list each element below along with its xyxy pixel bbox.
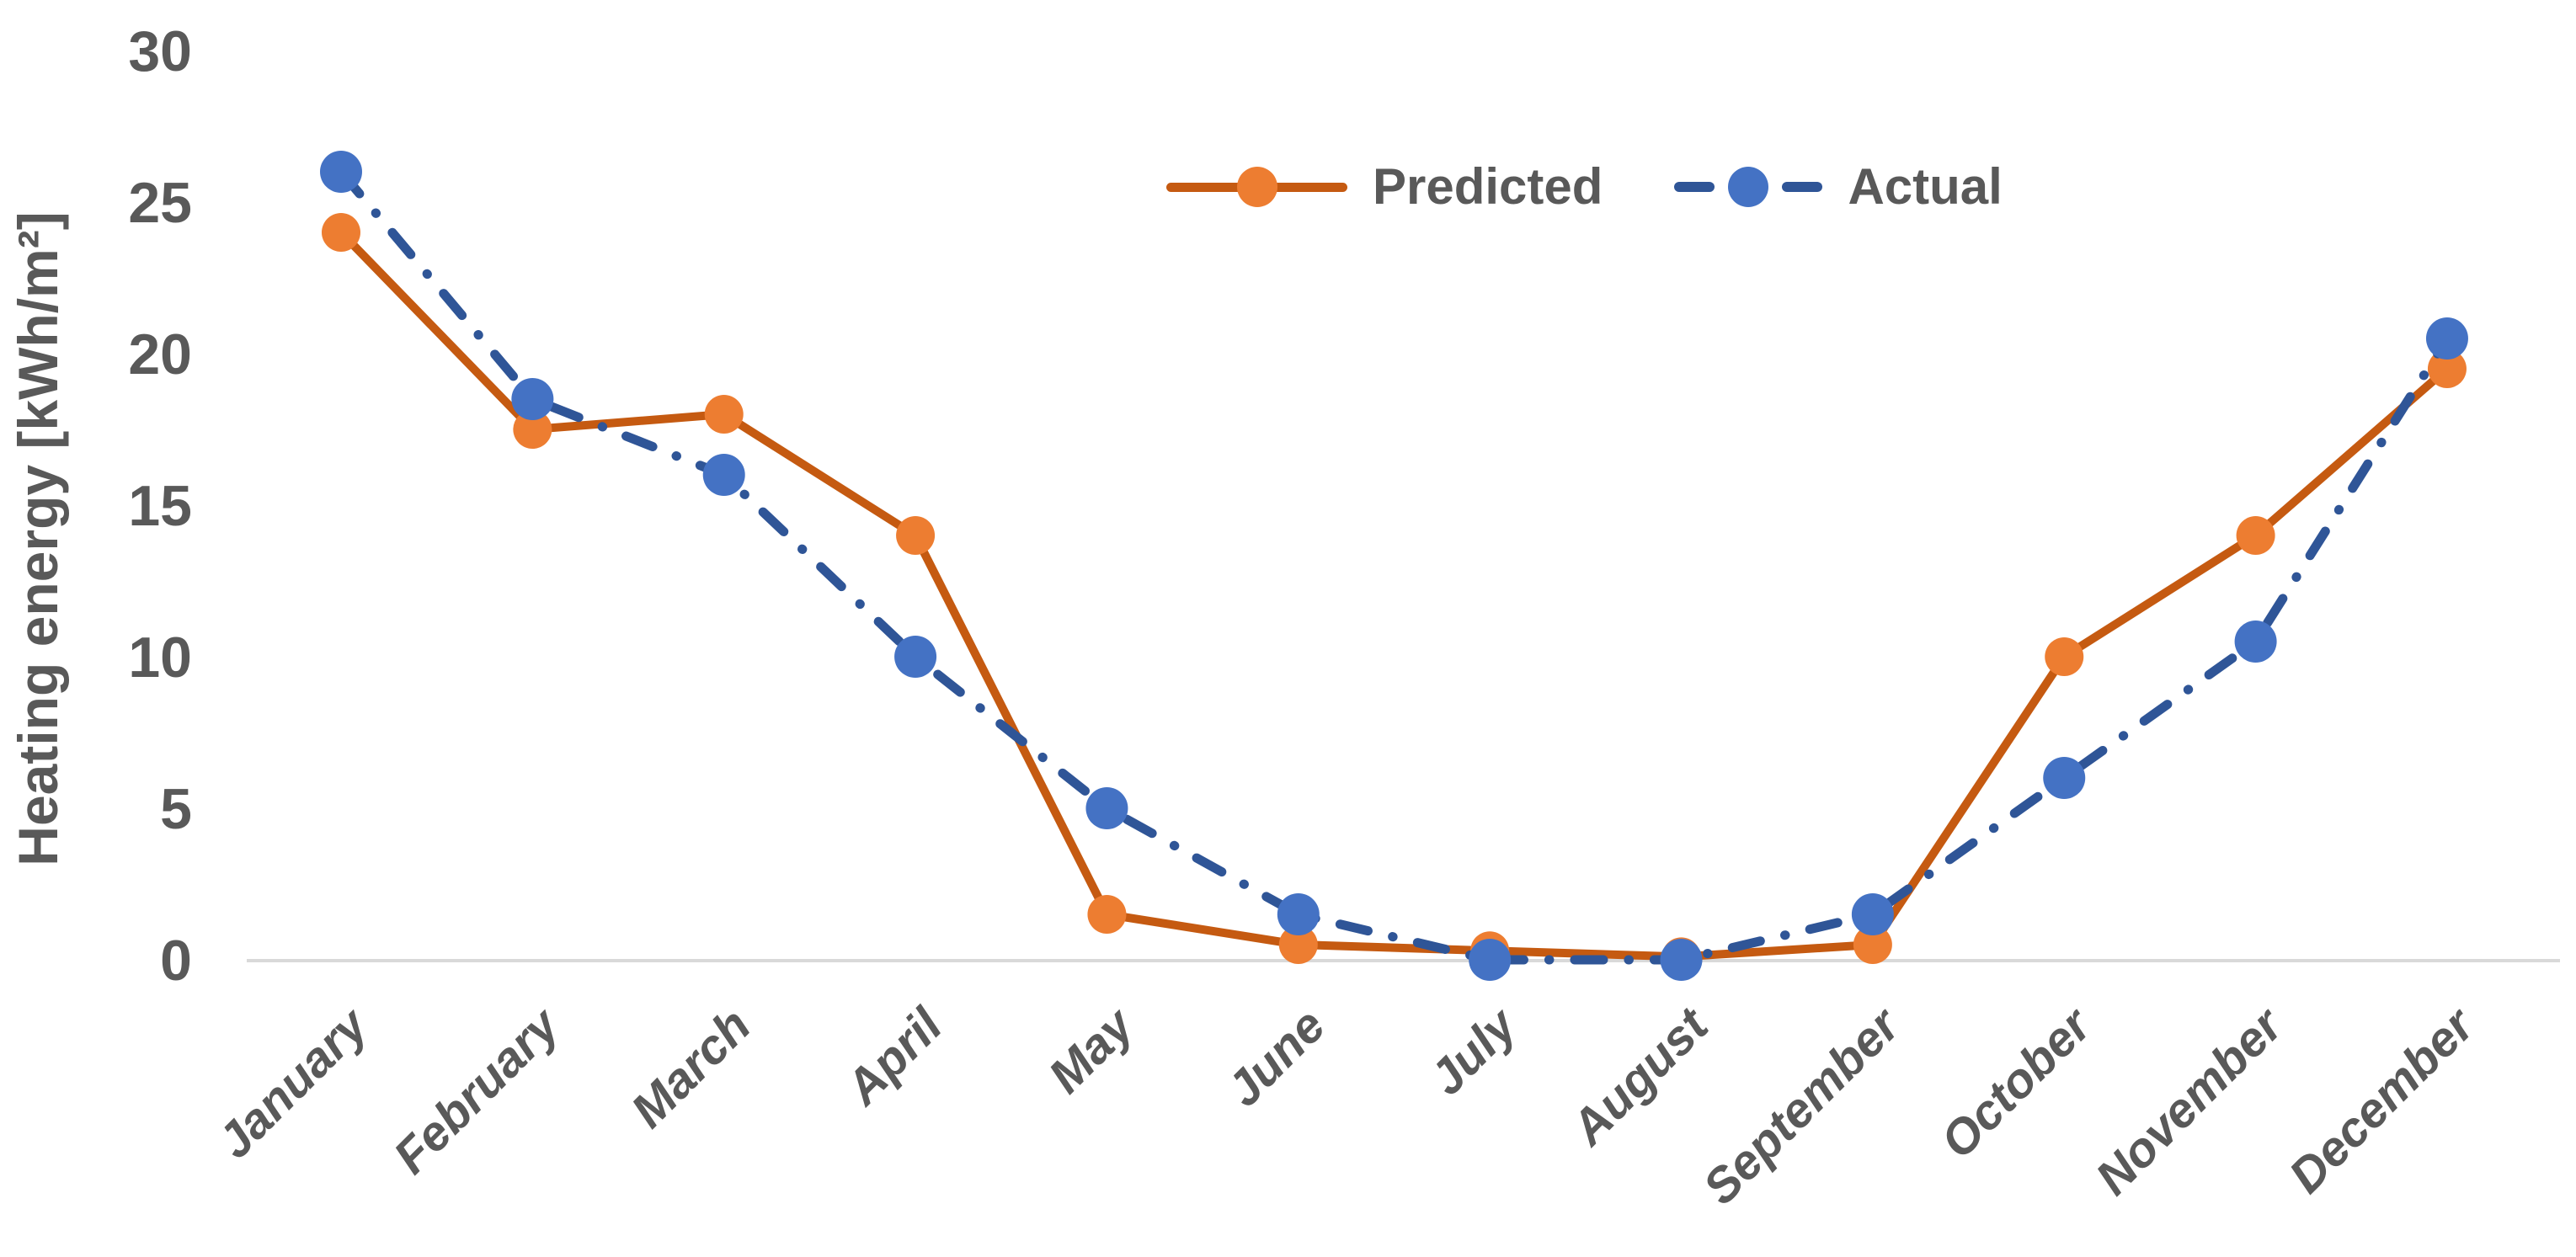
x-tick-label: June [1216,998,1336,1117]
predicted-marker [2236,516,2275,555]
y-tick-label: 30 [128,19,192,83]
y-tick-label: 25 [128,171,192,235]
actual-marker [2425,317,2468,360]
y-axis-title: Heating energy [kWh/m²] [7,211,69,866]
predicted-marker [513,410,552,449]
predicted-marker [1087,895,1127,934]
predicted-marker [2045,637,2084,676]
x-tick-label: September [1693,996,1912,1215]
y-tick-label: 20 [128,322,192,386]
legend-label-predicted: Predicted [1373,158,1603,215]
predicted-sample-marker-icon [1236,167,1277,207]
predicted-line [337,228,2451,961]
actual-marker [320,151,362,193]
predicted-marker [704,395,744,434]
actual-marker [2043,757,2086,799]
x-tick-label: February [383,996,571,1184]
x-tick-label: October [1930,996,2104,1169]
actual-marker [2234,621,2277,663]
actual-marker [894,636,937,678]
actual-marker [702,454,745,496]
legend-label-actual: Actual [1848,158,2003,215]
actual-sample-dash-left [1674,182,1715,192]
legend-item-actual: Actual [1674,158,2003,215]
actual-marker [1085,787,1128,829]
x-tick-label: April [834,997,953,1116]
actual-sample-marker-icon [1728,167,1769,207]
actual-marker [1469,939,1512,981]
y-tick-label: 15 [128,474,192,538]
predicted-line-sample [1166,167,1347,207]
predicted-marker [322,213,360,252]
x-tick-label: July [1419,996,1528,1105]
y-tick-label: 0 [160,929,192,993]
y-tick-label: 5 [160,777,192,841]
x-tick-label: May [1038,996,1146,1104]
actual-marker [511,378,554,420]
actual-line-sample [1674,167,1823,207]
actual-marker [1660,939,1703,981]
actual-sample-dash-right [1782,182,1823,192]
predicted-marker [896,516,936,555]
actual-marker [1277,893,1320,935]
actual-line [336,167,2452,965]
predicted-marker [2427,349,2467,388]
x-tick-label: November [2085,996,2295,1206]
legend: Predicted Actual [1166,157,2003,217]
x-tick-label: March [621,998,761,1138]
y-tick-label: 10 [128,626,192,690]
predicted-marker [1278,925,1318,964]
actual-marker [1851,893,1894,935]
legend-item-predicted: Predicted [1166,162,1603,212]
x-tick-label: December [2279,996,2487,1204]
predicted-marker [1853,925,1892,964]
x-tick-label: August [1560,996,1720,1157]
x-tick-label: January [207,996,380,1169]
